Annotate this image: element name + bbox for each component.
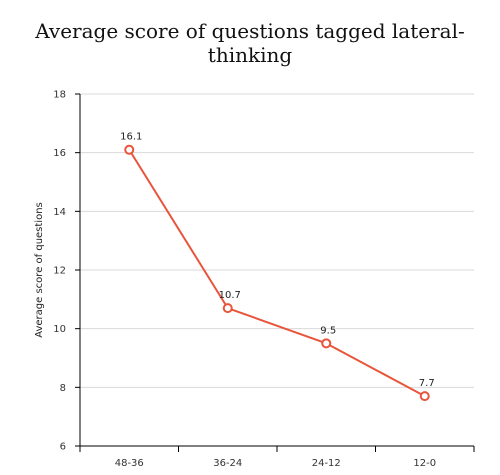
y-tick-label-6: 6 xyxy=(60,442,66,453)
data-label-36-24: 10.7 xyxy=(219,290,241,301)
axes xyxy=(75,93,475,452)
x-tick-label-36-24: 36-24 xyxy=(213,458,242,469)
data-point-48-36 xyxy=(124,144,135,155)
chart-title-line-2: thinking xyxy=(208,43,293,67)
data-point-24-12 xyxy=(321,338,332,349)
y-tick-label-14: 14 xyxy=(53,207,66,218)
y-tick-label-10: 10 xyxy=(53,324,66,335)
x-tick-label-12-0: 12-0 xyxy=(413,458,436,469)
series-line-group xyxy=(128,149,426,398)
data-point-36-24 xyxy=(222,303,233,314)
data-label-48-36: 16.1 xyxy=(120,132,142,143)
data-point-12-0 xyxy=(419,391,430,402)
y-tick-label-8: 8 xyxy=(60,383,66,394)
series-line xyxy=(128,149,426,398)
data-labels: 16.1 10.7 9.5 7.7 xyxy=(120,132,435,389)
y-tick-label-18: 18 xyxy=(53,90,66,101)
x-tick-labels: 48-36 36-24 24-12 12-0 xyxy=(115,458,436,469)
y-tick-labels: 6 8 10 12 14 16 18 xyxy=(53,90,66,453)
x-tick-label-24-12: 24-12 xyxy=(312,458,341,469)
y-tick-label-12: 12 xyxy=(53,266,66,277)
data-points xyxy=(124,144,430,402)
y-axis-label: Average score of questions xyxy=(34,202,45,338)
x-tick-label-48-36: 48-36 xyxy=(115,458,144,469)
chart-title-line-1: Average score of questions tagged latera… xyxy=(34,19,464,43)
y-tick-label-16: 16 xyxy=(53,148,66,159)
data-label-24-12: 9.5 xyxy=(320,325,336,336)
data-label-12-0: 7.7 xyxy=(419,378,435,389)
